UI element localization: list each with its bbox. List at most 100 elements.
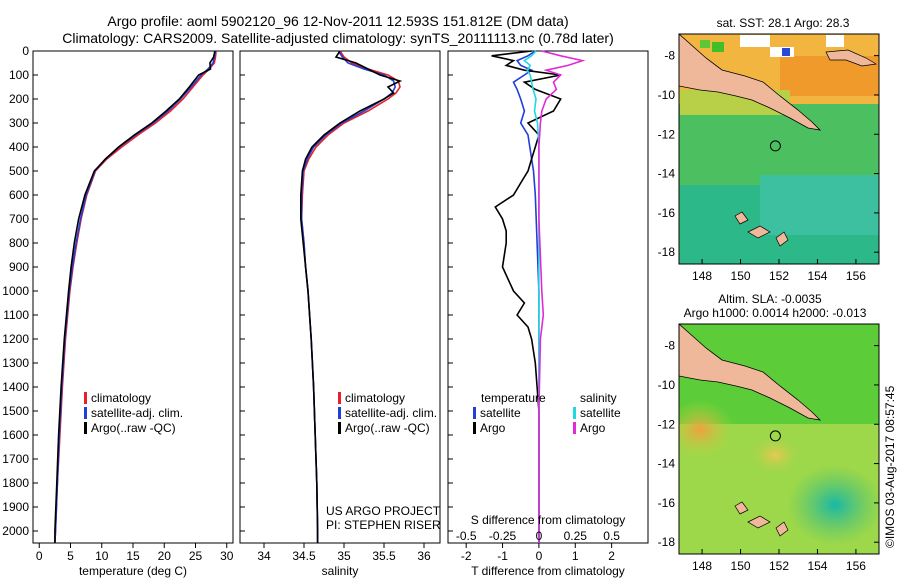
legend-swatch-climatology <box>84 392 87 404</box>
xtick-label-salinity: 34 <box>257 549 271 563</box>
xtick-label-temperature: 0 <box>36 549 43 563</box>
panel-temperature-frame <box>32 50 234 544</box>
xtick-label-difference: -2 <box>461 549 472 563</box>
map-ytick-label: -14 <box>658 167 676 181</box>
depth-tick-label: 900 <box>9 260 29 274</box>
map-xtick-label: 152 <box>769 559 789 573</box>
legend-label-s-satellite: satellite <box>580 406 621 420</box>
png-land-2 <box>679 324 822 421</box>
xtick-top-label: -0.5 <box>456 529 477 543</box>
map-xtick-label: 148 <box>692 559 712 573</box>
map-xtick-label: 150 <box>731 559 751 573</box>
legend-label-argo: Argo(..raw -QC) <box>91 421 176 435</box>
depth-tick-label: 0 <box>22 44 29 58</box>
legend-label-satellite-2: satellite-adj. clim. <box>345 406 437 420</box>
map-xtick-label: 152 <box>769 269 789 283</box>
series-salinity-2 <box>299 50 403 543</box>
legend-swatch-argo <box>84 422 87 434</box>
sla-map: Altim. SLA: -0.0035 Argo h1000: 0.0014 h… <box>658 292 880 573</box>
salinity-legend: climatology satellite-adj. clim. Argo(..… <box>338 391 437 435</box>
sst-green-cell-2 <box>712 42 724 52</box>
xtick-top-label: 0.5 <box>603 529 620 543</box>
xtick-label-salinity: 34.5 <box>292 549 316 563</box>
png-land-1 <box>679 34 822 131</box>
xtick-label-difference: 0 <box>536 549 543 563</box>
legend-swatch-s-argo <box>573 422 576 434</box>
island-new-britain <box>825 49 878 67</box>
sst-map: sat. SST: 28.1 Argo: 28.3 148 1 <box>658 16 880 283</box>
depth-tick-label: 1700 <box>2 452 29 466</box>
series-difference-2 <box>523 50 540 543</box>
legend-label-t-satellite: satellite <box>480 406 521 420</box>
depth-tick-label: 1400 <box>2 380 29 394</box>
sla-map-title-1: Altim. SLA: -0.0035 <box>718 292 822 306</box>
map-ytick-label: -16 <box>658 206 676 220</box>
depth-tick-label: 800 <box>9 236 29 250</box>
t-diff-xlabel: T difference from climatology <box>471 564 625 578</box>
xtick-label-salinity: 36 <box>417 549 431 563</box>
islands-solomon-sst <box>734 211 789 247</box>
xtick-label-temperature: 15 <box>126 549 140 563</box>
series-temperature-2 <box>54 50 216 543</box>
sst-green-cell-1 <box>700 40 710 48</box>
sst-map-title: sat. SST: 28.1 Argo: 28.3 <box>717 16 850 30</box>
sst-cloud-gap-1 <box>740 35 770 47</box>
depth-tick-label: 1600 <box>2 428 29 442</box>
xtick-label-difference: -1 <box>497 549 508 563</box>
panel-salinity-frame <box>239 50 441 544</box>
legend-swatch-argo-2 <box>338 422 341 434</box>
legend-label-argo-2: Argo(..raw -QC) <box>345 421 430 435</box>
depth-tick-label: 1300 <box>2 356 29 370</box>
temperature-legend: climatology satellite-adj. clim. Argo(..… <box>84 391 183 435</box>
xtick-top-label: 0.25 <box>564 529 588 543</box>
credit-project: US ARGO PROJECT <box>326 504 441 518</box>
depth-tick-label: 1500 <box>2 404 29 418</box>
map-xtick-label: 150 <box>731 269 751 283</box>
depth-tick-label: 1200 <box>2 332 29 346</box>
legend-swatch-climatology-2 <box>338 392 341 404</box>
map-ytick-label: -14 <box>658 457 676 471</box>
xtick-label-salinity: 35 <box>337 549 351 563</box>
xtick-label-temperature: 25 <box>189 549 203 563</box>
panel-salinity: 34 34.5 35 35.5 36 salinity climatology sate… <box>239 50 441 578</box>
sla-map-title-2: Argo h1000: 0.0014 h2000: -0.013 <box>684 306 867 320</box>
legend-title-salinity: salinity <box>580 391 617 405</box>
sst-cloud-gap-2 <box>826 35 844 47</box>
map-xtick-label: 156 <box>846 559 866 573</box>
legend-label-climatology-2: climatology <box>345 391 405 405</box>
depth-tick-label: 2000 <box>2 524 29 538</box>
legend-swatch-satellite <box>84 407 87 419</box>
sst-teal-patch <box>760 175 879 235</box>
legend-label-satellite: satellite-adj. clim. <box>91 406 183 420</box>
argo-location-marker-sst <box>769 140 781 152</box>
difference-legend: temperature salinity satellite Argo sate… <box>473 391 621 435</box>
depth-tick-label: 600 <box>9 188 29 202</box>
map-ytick-label: -8 <box>664 49 675 63</box>
xtick-top-label: -0.25 <box>489 529 517 543</box>
map-ytick-label: -12 <box>658 417 676 431</box>
temperature-xlabel: temperature (deg C) <box>79 564 187 578</box>
depth-tick-label: 1100 <box>3 308 29 322</box>
map-ytick-label: -10 <box>658 88 676 102</box>
depth-tick-label: 700 <box>9 212 29 226</box>
panel-temperature: 0 5 10 15 20 25 300100200300400500600700800900… <box>2 44 233 578</box>
legend-label-s-argo: Argo <box>580 421 606 435</box>
xtick-label-difference: 2 <box>608 549 615 563</box>
map-ytick-label: -12 <box>658 127 676 141</box>
depth-tick-label: 200 <box>9 92 29 106</box>
legend-swatch-satellite-2 <box>338 407 341 419</box>
depth-tick-label: 400 <box>9 140 29 154</box>
depth-tick-label: 1800 <box>2 476 29 490</box>
series-difference-3 <box>538 50 586 543</box>
depth-tick-label: 300 <box>9 116 29 130</box>
map-xtick-label: 148 <box>692 269 712 283</box>
sla-eddy-orange <box>679 400 735 460</box>
legend-swatch-s-satellite <box>573 407 576 419</box>
depth-tick-label: 500 <box>9 164 29 178</box>
depth-tick-label: 1000 <box>2 284 29 298</box>
sla-eddy-teal <box>787 465 879 545</box>
xtick-label-temperature: 30 <box>220 549 234 563</box>
xtick-label-salinity: 35.5 <box>372 549 396 563</box>
xtick-label-temperature: 5 <box>67 549 74 563</box>
